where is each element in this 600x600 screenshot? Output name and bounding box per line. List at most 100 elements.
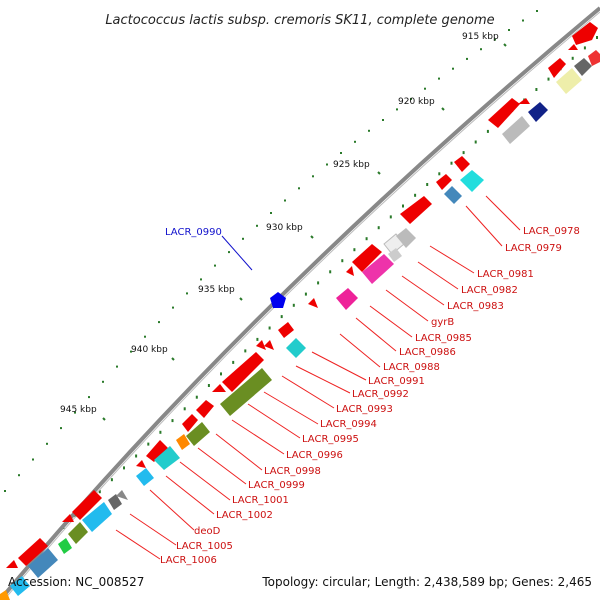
gene-label[interactable]: LACR_1001 <box>232 495 289 506</box>
gene-feature[interactable] <box>62 514 74 522</box>
backbone-tick <box>377 226 380 230</box>
scale-dot <box>438 77 440 80</box>
gene-label[interactable]: LACR_0996 <box>286 450 343 461</box>
gene-feature[interactable] <box>222 352 264 392</box>
gene-feature[interactable] <box>336 288 358 310</box>
gene-label[interactable]: LACR_0978 <box>523 226 580 237</box>
gene-feature[interactable] <box>362 254 394 284</box>
gene-feature[interactable] <box>0 590 10 600</box>
gene-feature[interactable] <box>572 22 598 45</box>
gene-feature[interactable] <box>196 400 214 418</box>
gene-feature[interactable] <box>574 58 592 76</box>
scale-dot <box>4 490 6 492</box>
gene-feature[interactable] <box>352 244 382 272</box>
gene-label[interactable]: LACR_0995 <box>302 434 359 445</box>
gene-label[interactable]: LACR_0994 <box>320 419 377 430</box>
gene-feature[interactable] <box>136 460 146 468</box>
backbone-tick <box>110 478 113 482</box>
gene-feature[interactable] <box>264 340 274 350</box>
gene-feature[interactable] <box>186 422 210 446</box>
gene-feature[interactable] <box>488 98 520 128</box>
map-title: Lactococcus lactis subsp. cremoris SK11,… <box>105 13 494 28</box>
gene-feature[interactable] <box>28 548 58 578</box>
gene-label[interactable]: LACR_0982 <box>461 285 518 296</box>
gene-feature[interactable] <box>346 266 354 276</box>
gene-feature[interactable] <box>388 248 402 262</box>
backbone-tick <box>402 204 404 208</box>
scale-dot <box>18 474 20 477</box>
gene-feature[interactable] <box>256 340 266 350</box>
scale-dot <box>522 19 524 22</box>
scale-dot <box>354 140 356 143</box>
backbone-tick <box>583 46 586 50</box>
gene-feature[interactable] <box>460 170 484 192</box>
gene-labels: LACR_0978 LACR_0979 LACR_0981 LACR_0982 … <box>160 226 580 566</box>
gene-feature[interactable] <box>588 50 600 66</box>
gene-feature[interactable] <box>116 490 128 500</box>
gene-feature[interactable] <box>176 434 190 450</box>
kbp-tick <box>171 357 175 361</box>
gene-label[interactable]: LACR_0992 <box>352 389 409 400</box>
gene-label[interactable]: LACR_0983 <box>447 301 504 312</box>
gene-label[interactable]: LACR_0988 <box>383 362 440 373</box>
backbone-tick <box>304 292 307 296</box>
accession-text: Accession: NC_008527 <box>8 575 144 589</box>
gene-feature[interactable] <box>182 414 198 432</box>
gene-label[interactable]: LACR_0979 <box>505 243 562 254</box>
gene-feature[interactable] <box>136 468 154 486</box>
gene-label-lines <box>115 195 521 560</box>
gene-feature[interactable] <box>308 298 318 308</box>
gene-feature[interactable] <box>568 44 578 50</box>
gene-feature[interactable] <box>212 384 226 392</box>
gene-label[interactable]: LACR_0993 <box>336 404 393 415</box>
gene-feature[interactable] <box>286 338 306 358</box>
gene-feature[interactable] <box>68 522 88 544</box>
highlighted-gene-feature[interactable] <box>270 292 286 308</box>
scale-dot <box>536 10 538 12</box>
gene-label[interactable]: LACR_1006 <box>160 555 217 566</box>
gene-label[interactable]: LACR_0999 <box>248 480 305 491</box>
gene-label[interactable]: LACR_1002 <box>216 510 273 521</box>
gene-feature[interactable] <box>548 58 566 78</box>
gene-feature[interactable] <box>220 368 272 416</box>
gene-label[interactable]: gyrB <box>431 317 454 328</box>
gene-label[interactable]: LACR_0985 <box>415 333 472 344</box>
gene-feature[interactable] <box>444 186 462 204</box>
gene-label[interactable]: LACR_0998 <box>264 466 321 477</box>
kbp-tick <box>239 297 243 301</box>
gene-feature[interactable] <box>72 490 102 520</box>
gene-feature[interactable] <box>518 98 530 104</box>
gene-feature[interactable] <box>18 538 48 566</box>
gene-label[interactable]: LACR_0986 <box>399 347 456 358</box>
gene-feature[interactable] <box>400 196 432 224</box>
scale-dot <box>382 119 384 121</box>
gene-feature[interactable] <box>10 576 30 596</box>
backbone-tick <box>571 56 574 60</box>
gene-label[interactable]: LACR_1005 <box>176 541 233 552</box>
gene-feature[interactable] <box>502 116 530 144</box>
scale-dot <box>326 163 328 166</box>
gene-label[interactable]: LACR_0991 <box>368 376 425 387</box>
backbone-tick <box>426 183 429 186</box>
gene-feature[interactable] <box>528 102 548 122</box>
gene-feature[interactable] <box>58 538 72 554</box>
gene-feature[interactable] <box>108 494 122 510</box>
gene-track-outer <box>0 50 600 600</box>
gene-feature[interactable] <box>82 502 112 532</box>
backbone-tick <box>256 337 259 341</box>
scale-dot <box>410 97 412 100</box>
gene-feature[interactable] <box>154 446 180 470</box>
scale-dot <box>396 108 398 111</box>
gene-label[interactable]: LACR_0981 <box>477 269 534 280</box>
gene-feature[interactable] <box>556 68 582 94</box>
backbone-tick <box>292 303 295 307</box>
highlighted-gene[interactable]: LACR_0990 <box>165 227 286 308</box>
gene-feature[interactable] <box>278 322 294 338</box>
gene-feature[interactable] <box>436 174 452 190</box>
gene-feature[interactable] <box>396 228 416 248</box>
gene-label[interactable]: deoD <box>194 526 221 537</box>
gene-feature[interactable] <box>146 440 168 462</box>
kbp-label: 920 kbp <box>398 97 435 107</box>
gene-feature[interactable] <box>6 560 18 568</box>
gene-feature[interactable] <box>454 156 470 172</box>
